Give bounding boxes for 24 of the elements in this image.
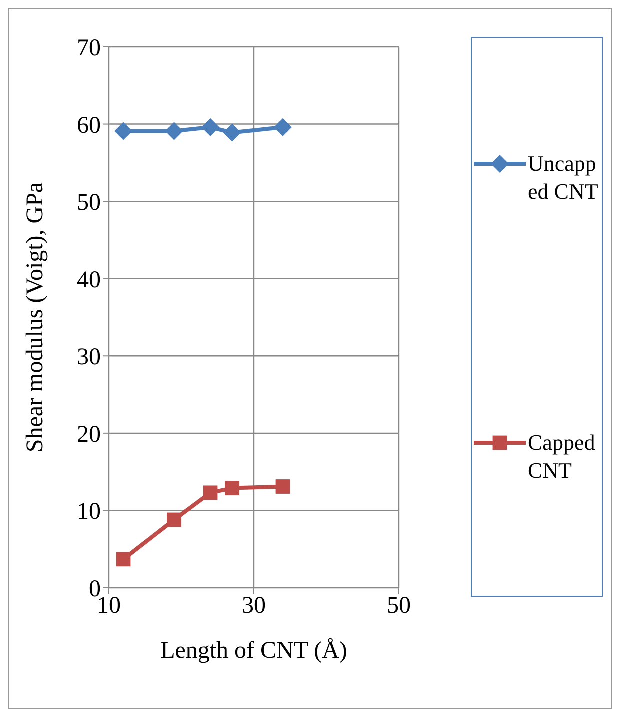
legend-label: Uncapped CNT (528, 150, 600, 206)
point (274, 118, 292, 136)
point (225, 481, 240, 496)
point (202, 118, 220, 136)
point (114, 122, 132, 140)
point (116, 552, 131, 567)
point (223, 124, 242, 142)
point (276, 480, 290, 494)
y-tick-label: 40 (77, 267, 101, 294)
y-tick-label: 30 (77, 344, 101, 371)
y-axis-title: Shear modulus (Voigt), GPa (22, 182, 49, 453)
x-axis-title: Length of CNT (Å) (160, 638, 348, 664)
y-tick-label: 60 (77, 112, 101, 139)
y-tick-label: 0 (89, 576, 101, 603)
legend-label: Capped CNT (528, 428, 596, 484)
y-tick-label: 70 (77, 36, 101, 62)
y-tick-label: 20 (77, 422, 101, 448)
x-tick-label: 50 (387, 593, 411, 620)
point (203, 486, 218, 500)
point (167, 512, 182, 528)
point (165, 122, 184, 140)
y-tick-label: 10 (77, 499, 101, 526)
x-tick-label: 30 (242, 593, 266, 620)
y-tick-label: 50 (77, 190, 101, 216)
